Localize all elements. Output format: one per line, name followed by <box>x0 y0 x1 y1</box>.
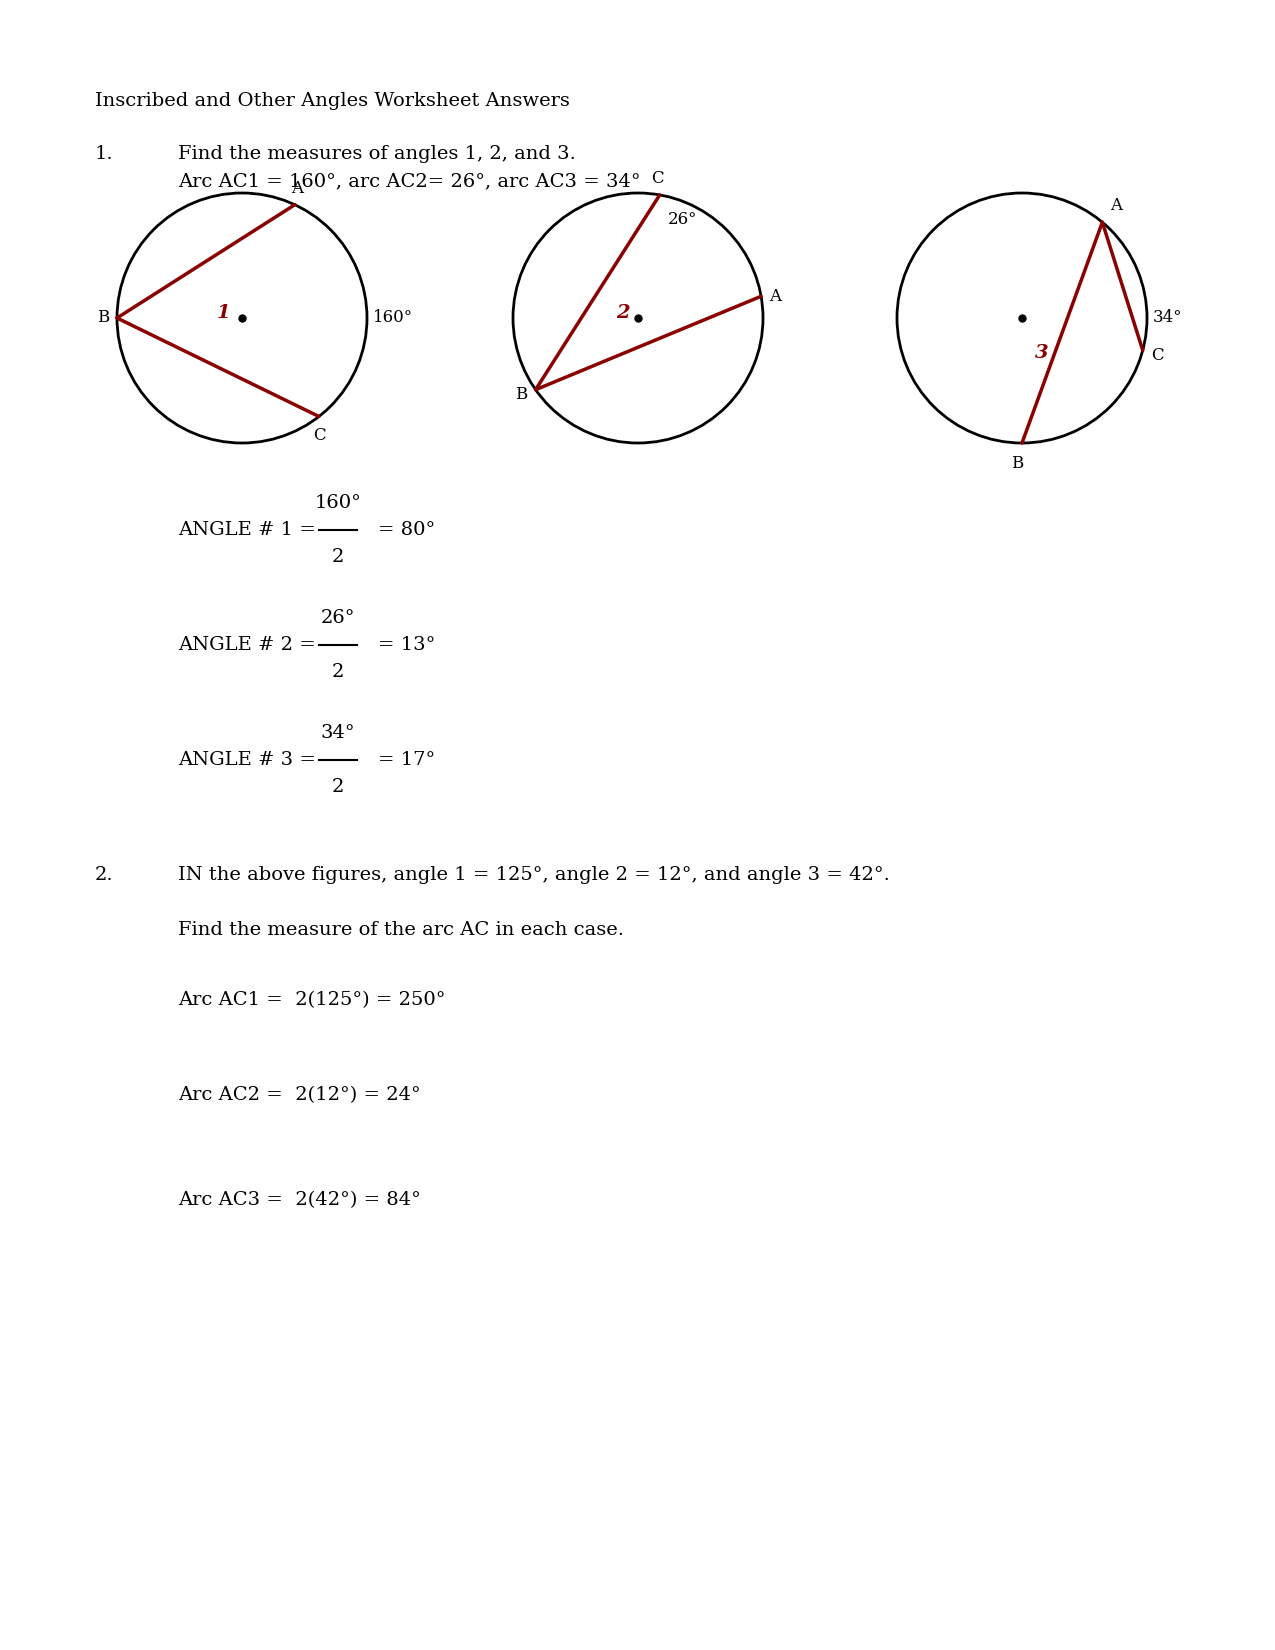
Text: Arc AC1 =  2(125°) = 250°: Arc AC1 = 2(125°) = 250° <box>179 992 445 1010</box>
Text: 2: 2 <box>616 304 630 322</box>
Text: Find the measures of angles 1, 2, and 3.: Find the measures of angles 1, 2, and 3. <box>179 145 576 163</box>
Text: 2.: 2. <box>96 866 113 884</box>
Text: IN the above figures, angle 1 = 125°, angle 2 = 12°, and angle 3 = 42°.: IN the above figures, angle 1 = 125°, an… <box>179 866 890 884</box>
Text: = 17°: = 17° <box>377 751 435 769</box>
Text: ANGLE # 2 =: ANGLE # 2 = <box>179 635 323 653</box>
Text: ANGLE # 1 =: ANGLE # 1 = <box>179 521 323 540</box>
Text: A: A <box>291 180 303 196</box>
Text: 3: 3 <box>1035 343 1049 361</box>
Text: Arc AC1 = 160°, arc AC2= 26°, arc AC3 = 34°: Arc AC1 = 160°, arc AC2= 26°, arc AC3 = … <box>179 172 640 190</box>
Text: 2: 2 <box>332 779 344 795</box>
Text: B: B <box>97 310 108 327</box>
Text: 34°: 34° <box>321 724 356 742</box>
Text: C: C <box>652 170 664 186</box>
Text: 1: 1 <box>217 304 231 322</box>
Text: 34°: 34° <box>1153 310 1183 327</box>
Text: 160°: 160° <box>374 310 413 327</box>
Text: 2: 2 <box>332 663 344 681</box>
Text: 26°: 26° <box>321 609 356 627</box>
Text: 26°: 26° <box>668 211 697 228</box>
Text: C: C <box>312 426 325 444</box>
Text: B: B <box>515 386 528 403</box>
Text: ANGLE # 3 =: ANGLE # 3 = <box>179 751 323 769</box>
Text: Inscribed and Other Angles Worksheet Answers: Inscribed and Other Angles Worksheet Ans… <box>96 92 570 111</box>
Text: Arc AC3 =  2(42°) = 84°: Arc AC3 = 2(42°) = 84° <box>179 1191 421 1209</box>
Text: A: A <box>769 287 782 305</box>
Text: = 80°: = 80° <box>377 521 435 540</box>
Text: A: A <box>1111 198 1122 214</box>
Text: C: C <box>1151 346 1163 365</box>
Text: 1.: 1. <box>96 145 113 163</box>
Text: B: B <box>1011 455 1023 472</box>
Text: = 13°: = 13° <box>377 635 435 653</box>
Text: 2: 2 <box>332 548 344 566</box>
Text: Find the measure of the arc AC in each case.: Find the measure of the arc AC in each c… <box>179 921 623 939</box>
Text: Arc AC2 =  2(12°) = 24°: Arc AC2 = 2(12°) = 24° <box>179 1086 421 1104</box>
Text: 160°: 160° <box>315 493 361 512</box>
